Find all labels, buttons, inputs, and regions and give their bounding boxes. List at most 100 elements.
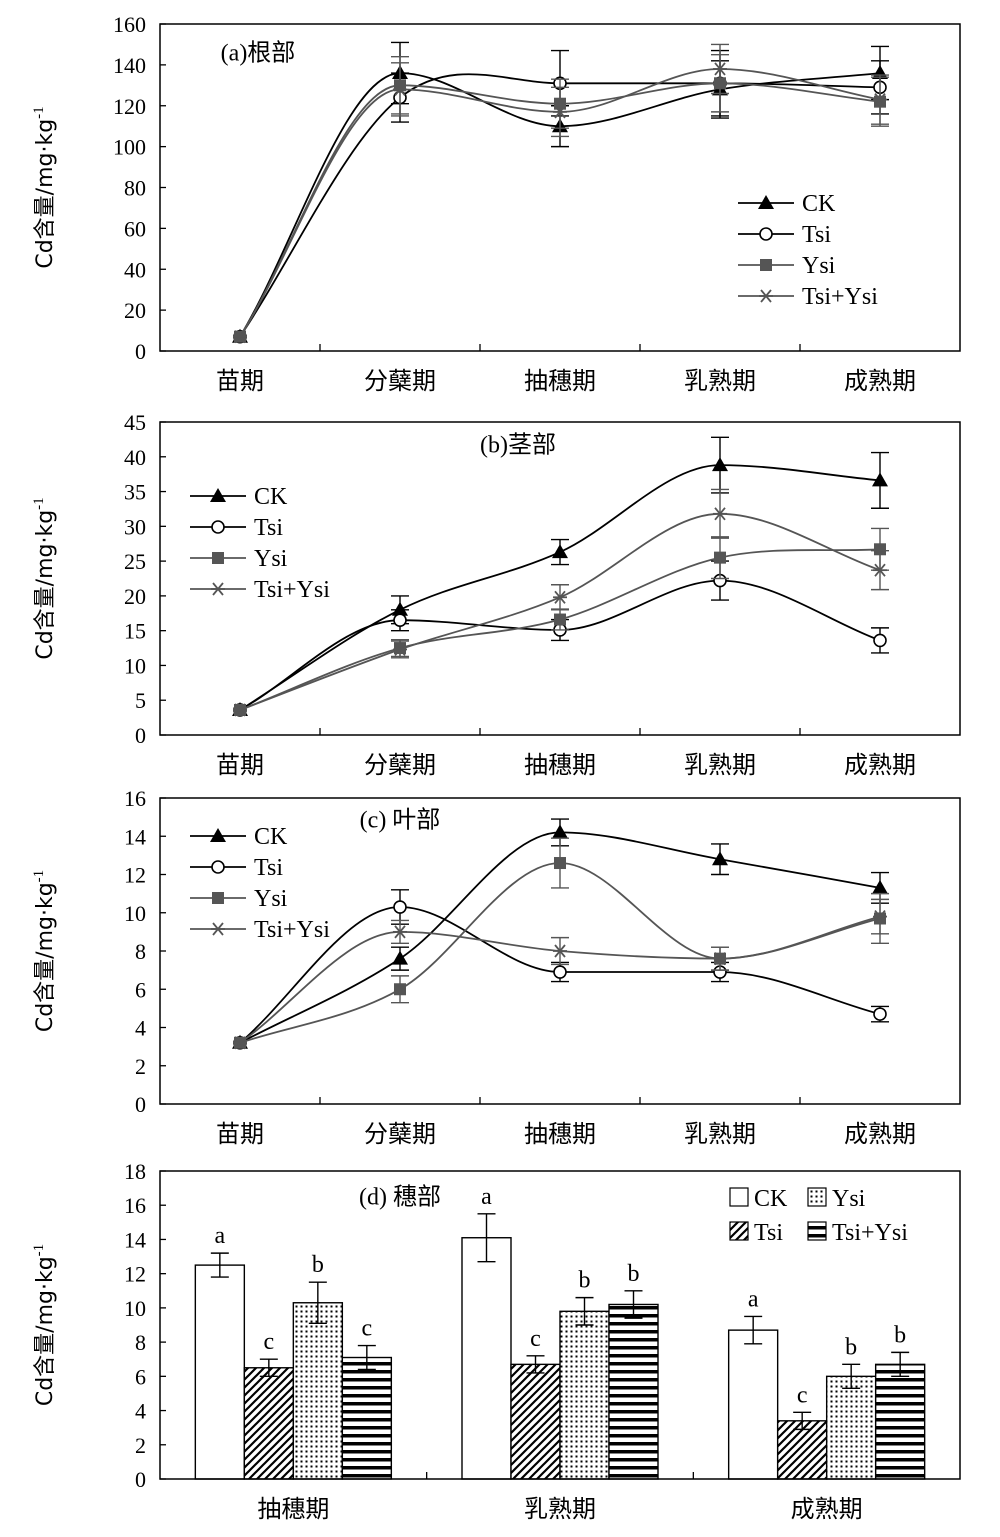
legend-label: Ysi: [802, 253, 836, 279]
data-point: [233, 1036, 247, 1050]
y-tick-label: 16: [124, 1193, 146, 1218]
plot-frame: [159, 1170, 961, 1480]
asterisk-stroke: [212, 922, 224, 936]
significance-letter: c: [264, 1329, 275, 1355]
series-ysi: [234, 837, 889, 1049]
x-category-label: 抽穗期: [524, 751, 596, 779]
data-point: [872, 472, 888, 487]
y-axis-label-superscript: -1: [31, 1244, 47, 1257]
panel-c: 0 2 4 6 8 10 12 14 16 苗期 分蘖期 抽穗期 乳熟期 成熟期 Cd含量/mg·kg-1 (…: [31, 786, 961, 1148]
legend-label: CK: [754, 1186, 788, 1212]
y-tick-label: 10: [124, 1296, 146, 1321]
y-tick-label: 20: [124, 584, 146, 609]
panel-title: (c) 叶部: [360, 807, 441, 834]
plot-frame: [159, 421, 961, 736]
panel-b: 0 5 10 15 20 25 30 35 40 45 苗期 分蘖期 抽穗期 乳熟期 成熟期 Cd含量/mg·…: [31, 410, 961, 779]
significance-letter: c: [362, 1316, 373, 1342]
x-category-label: 苗期: [216, 367, 264, 395]
bar: [194, 1264, 246, 1480]
data-point: [872, 879, 888, 894]
panel-title: (b)茎部: [480, 432, 556, 459]
legend-label: Tsi+Ysi: [802, 284, 878, 310]
asterisk-stroke: [874, 563, 886, 577]
data-point: [873, 633, 887, 648]
y-tick-label: 40: [124, 445, 146, 470]
asterisk-stroke: [760, 289, 772, 303]
bar: [243, 1367, 295, 1480]
legend-label: Tsi+Ysi: [254, 577, 330, 603]
data-point: [714, 551, 726, 564]
y-tick-label: 30: [124, 514, 146, 539]
series-tsi: [233, 49, 889, 344]
asterisk-stroke: [554, 105, 566, 119]
x-category-label: 成熟期: [844, 751, 916, 779]
bar: [292, 1302, 344, 1480]
y-axis-label-superscript: -1: [31, 870, 47, 883]
legend-marker: [210, 828, 226, 842]
data-point: [393, 900, 407, 914]
x-category-label: 苗期: [216, 1120, 264, 1148]
legend-swatch: [729, 1187, 749, 1207]
asterisk-stroke: [714, 507, 726, 521]
y-tick-label: 8: [135, 1330, 146, 1355]
y-tick-label: 4: [135, 1399, 146, 1424]
x-category-label: 抽穗期: [257, 1495, 329, 1523]
legend-label: Ysi: [254, 886, 288, 912]
bar: [874, 1363, 926, 1480]
significance-letter: b: [845, 1334, 857, 1360]
bar: [559, 1310, 610, 1480]
legend-marker: [212, 892, 224, 904]
y-axis-label-main: Cd含量/mg·kg: [33, 510, 58, 660]
panel-a: 0 20 40 60 80 100 120 140 160 苗期 分蘖期 抽穗期 乳熟期 成熟期 Cd含量/…: [31, 12, 961, 395]
panel-d: a c b c a c b b a c b b 0 2 4 6 8 10 12 14 16 18 抽穗期 乳熟期 成熟期 Cd含量…: [31, 1159, 961, 1523]
legend-label: CK: [254, 484, 288, 510]
y-tick-label: 120: [113, 94, 146, 119]
legend-marker: [758, 195, 774, 209]
y-tick-label: 25: [124, 549, 146, 574]
y-tick-label: 15: [124, 619, 146, 644]
data-point: [553, 965, 567, 979]
y-axis-label-main: Cd含量/mg·kg: [33, 119, 58, 269]
asterisk-stroke: [554, 590, 566, 604]
panel-title: (a)根部: [221, 40, 296, 67]
x-category-label: 抽穗期: [524, 1120, 596, 1148]
data-point: [393, 642, 407, 657]
series-line: [239, 831, 881, 1044]
bar: [461, 1237, 512, 1480]
legend-label: Tsi: [254, 515, 283, 541]
legend-label: Tsi: [802, 222, 831, 248]
asterisk-stroke: [554, 944, 566, 958]
y-tick-label: 16: [124, 786, 146, 811]
legend-label: Ysi: [254, 546, 288, 572]
significance-letter: b: [579, 1268, 591, 1294]
asterisk-stroke: [234, 330, 246, 344]
y-tick-label: 140: [113, 53, 146, 78]
y-tick-label: 5: [135, 688, 146, 713]
legend: CK Tsi Ysi Tsi+Ysi: [190, 484, 330, 603]
legend-swatch: [807, 1187, 827, 1207]
legend-swatch: [729, 1221, 749, 1241]
x-category-label: 成熟期: [844, 367, 916, 395]
asterisk-stroke: [874, 909, 886, 924]
data-point: [712, 457, 728, 472]
y-axis-label-superscript: -1: [31, 497, 47, 510]
y-tick-label: 10: [124, 653, 146, 678]
panel-title: (d) 穗部: [359, 1184, 441, 1211]
legend-label: CK: [254, 824, 288, 850]
legend-marker: [211, 582, 225, 596]
legend-label: Tsi: [254, 855, 283, 881]
data-point: [873, 909, 887, 924]
data-point: [553, 590, 567, 604]
series-ck: [232, 436, 889, 716]
series-tsi: [233, 889, 889, 1050]
y-tick-label: 8: [135, 939, 146, 964]
y-tick-label: 2: [135, 1433, 146, 1458]
y-tick-label: 6: [135, 1364, 146, 1389]
data-point: [393, 613, 407, 628]
y-tick-label: 14: [124, 824, 146, 849]
y-tick-label: 0: [135, 1092, 146, 1117]
y-tick-label: 20: [124, 298, 146, 323]
data-point: [552, 544, 568, 559]
x-category-label: 乳熟期: [524, 1495, 596, 1523]
legend: CK Tsi Ysi Tsi+Ysi: [738, 191, 878, 310]
